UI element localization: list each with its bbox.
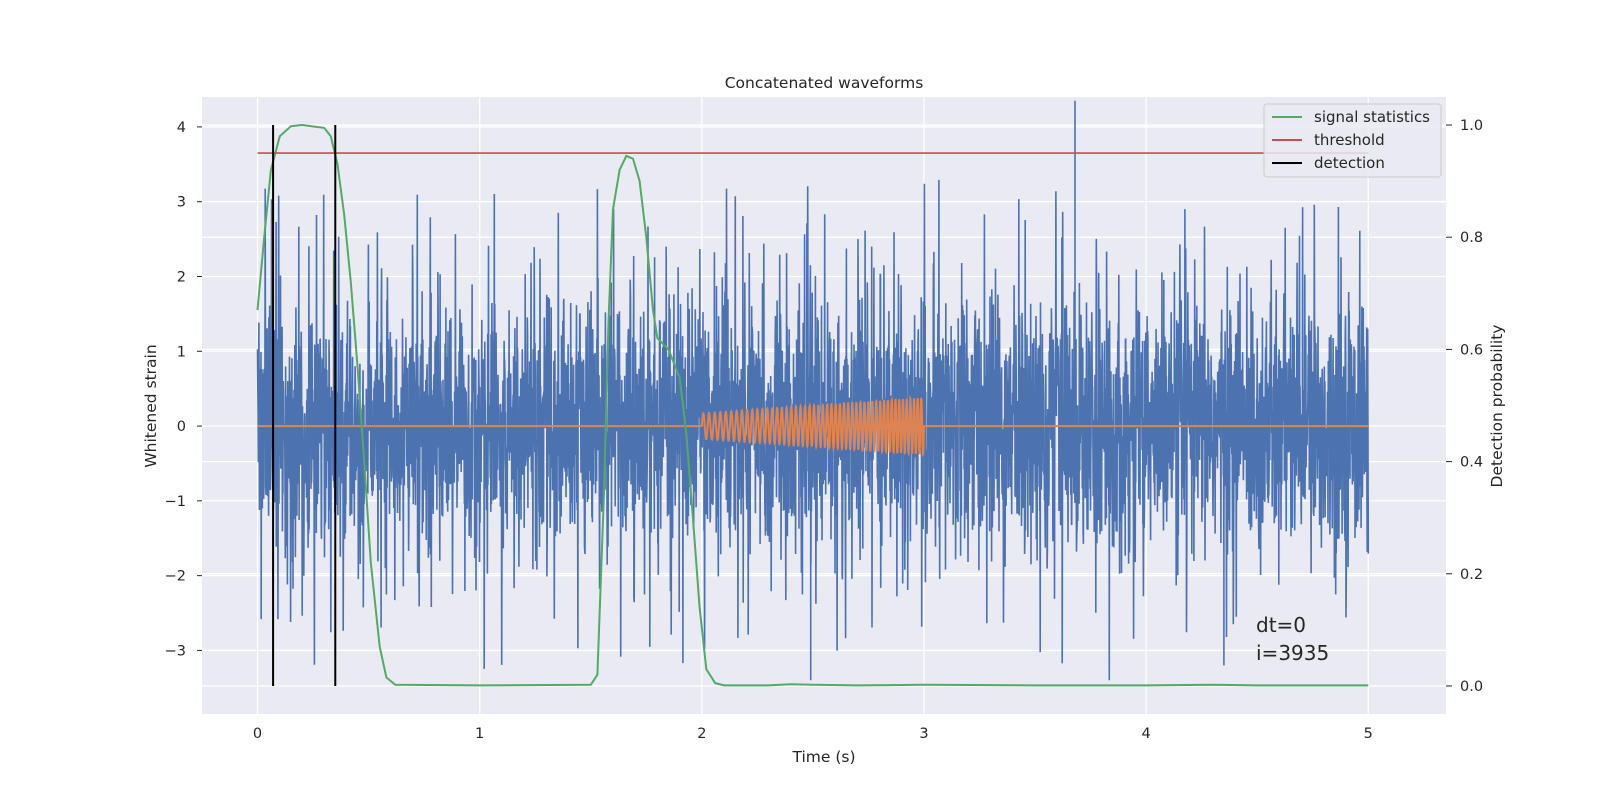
y-tick-label: −3 [165,643,186,659]
x-tick-label: 5 [1364,726,1373,742]
y-tick-label: 3 [177,195,186,211]
y-tick-label: 0 [177,419,186,435]
x-tick-label: 3 [919,726,928,742]
legend-label-detection: detection [1314,154,1385,172]
y-tick-label: −2 [165,569,186,585]
y2-axis-label: Detection probability [1488,325,1506,488]
x-tick-label: 0 [253,726,262,742]
y-axis-label: Whitened strain [142,344,160,467]
x-tick-label: 1 [475,726,484,742]
y2-tick-label: 0.8 [1460,230,1483,246]
detection-series [272,125,337,686]
y2-tick-label: 0.0 [1460,679,1483,695]
y-axis-ticks: −3 −2 −1 0 1 2 3 4 [165,120,202,659]
x-axis-label: Time (s) [791,748,855,766]
legend-box [1263,103,1442,178]
legend-label-signal-statistics: signal statistics [1314,108,1430,126]
annotation-dt: dt=0 [1256,613,1306,637]
y2-tick-label: 1.0 [1460,118,1483,134]
annotation-i: i=3935 [1256,641,1329,665]
y2-tick-label: 0.2 [1460,567,1483,583]
signal-statistics-series [256,123,1369,687]
legend: signal statistics threshold detection [1263,103,1442,178]
chart-title: Concatenated waveforms [725,74,924,92]
y-tick-label: 4 [177,120,186,136]
y2-axis-ticks: 0.0 0.2 0.4 0.6 0.8 1.0 [1446,118,1483,695]
x-axis-ticks: 0 1 2 3 4 5 [253,726,1373,742]
x-tick-label: 4 [1141,726,1150,742]
legend-label-threshold: threshold [1314,131,1385,149]
y-tick-label: −1 [165,494,186,510]
y2-tick-label: 0.6 [1460,342,1483,358]
x-tick-label: 2 [697,726,706,742]
injected-chirp-series [257,394,1369,458]
y2-tick-label: 0.4 [1460,455,1483,471]
y-tick-label: 1 [177,344,186,360]
y-tick-label: 2 [177,269,186,285]
